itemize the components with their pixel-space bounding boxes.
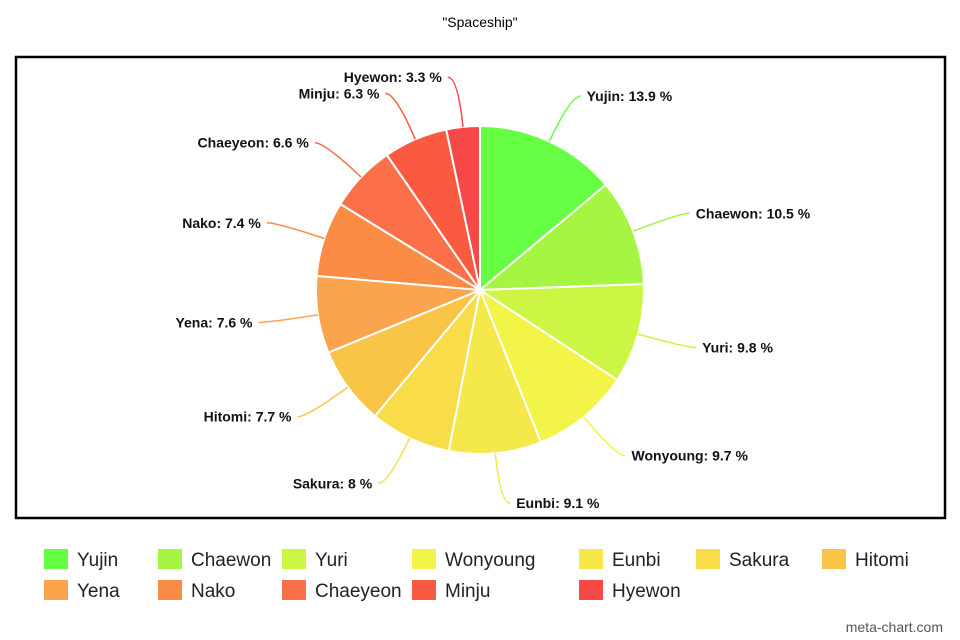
slice-chaewon [477, 183, 645, 292]
legend-item-yuri: Yuri [282, 549, 348, 571]
legend-item-eunbi: Eunbi [579, 549, 661, 571]
legend-label-wonyoung: Wonyoung [445, 550, 536, 571]
legend-swatch-hyewon [579, 580, 603, 600]
legend-label-eunbi: Eunbi [612, 550, 661, 571]
slice-label-hitomi: Hitomi: 7.7 % [204, 409, 292, 425]
legend-label-hitomi: Hitomi [855, 550, 909, 571]
slice-label-yujin: Yujin: 13.9 % [587, 88, 673, 104]
legend-item-chaeyeon: Chaeyeon [282, 580, 402, 602]
leader-line-chaewon [632, 212, 690, 232]
leader-line-wonyoung [583, 416, 626, 457]
legend-label-hyewon: Hyewon [612, 581, 681, 602]
leader-line-chaeyeon [314, 141, 362, 178]
slice-yujin [479, 124, 608, 293]
watermark: meta-chart.com [846, 619, 943, 635]
leader-line-nako [266, 222, 325, 240]
slice-labels: Yujin: 13.9 % Chaewon: 10.5 % Yuri: 9.8 % W… [175, 69, 810, 511]
legend-label-yena: Yena [77, 581, 120, 602]
legend-item-hyewon: Hyewon [579, 580, 681, 602]
slice-yuri [476, 283, 645, 382]
slice-label-sakura: Sakura: 8 % [293, 475, 373, 491]
legend-swatch-yena [44, 580, 68, 600]
slice-label-chaewon: Chaewon: 10.5 % [696, 205, 811, 221]
legend-swatch-yujin [44, 549, 68, 569]
legend-label-chaewon: Chaewon [191, 550, 271, 571]
legend-item-nako: Nako [158, 580, 235, 602]
legend-label-nako: Nako [191, 581, 235, 602]
legend-item-minju: Minju [412, 580, 490, 602]
slice-eunbi [447, 286, 543, 455]
leader-line-minju [385, 92, 416, 140]
legend-swatch-chaeyeon [282, 580, 306, 600]
legend-label-yuri: Yuri [315, 550, 348, 571]
legend-swatch-hitomi [822, 549, 846, 569]
leader-line-hitomi [297, 386, 349, 418]
slice-label-hyewon: Hyewon: 3.3 % [344, 69, 443, 85]
legend-item-wonyoung: Wonyoung [412, 549, 536, 571]
pie-slices [315, 124, 645, 455]
slice-label-nako: Nako: 7.4 % [182, 215, 261, 231]
slice-label-yuri: Yuri: 9.8 % [702, 340, 773, 356]
leader-line-hyewon [447, 76, 464, 127]
legend-label-yujin: Yujin [77, 550, 118, 571]
legend-item-sakura: Sakura [696, 549, 790, 571]
leader-line-yena [258, 314, 319, 324]
slice-label-eunbi: Eunbi: 9.1 % [516, 495, 600, 511]
legend-item-yujin: Yujin [44, 549, 118, 571]
legend-swatch-eunbi [579, 549, 603, 569]
legend-swatch-yuri [282, 549, 306, 569]
legend-item-hitomi: Hitomi [822, 549, 909, 571]
leader-line-yuri [637, 333, 697, 349]
legend-label-minju: Minju [445, 581, 490, 602]
leader-line-eunbi [494, 453, 511, 504]
legend-label-sakura: Sakura [729, 550, 790, 571]
slice-label-minju: Minju: 6.3 % [299, 85, 380, 101]
legend-swatch-nako [158, 580, 182, 600]
legend-swatch-chaewon [158, 549, 182, 569]
slice-label-yena: Yena: 7.6 % [175, 315, 253, 331]
legend-label-chaeyeon: Chaeyeon [315, 581, 402, 602]
legend: Yujin Chaewon Yuri Wonyoung Eunbi Sakura Hitom… [44, 549, 909, 602]
legend-swatch-minju [412, 580, 436, 600]
chart-title: "Spaceship" [442, 14, 517, 30]
legend-swatch-wonyoung [412, 549, 436, 569]
legend-item-chaewon: Chaewon [158, 549, 271, 571]
leader-line-sakura [378, 437, 411, 485]
legend-swatch-sakura [696, 549, 720, 569]
leader-line-yujin [548, 95, 581, 142]
legend-item-yena: Yena [44, 580, 120, 602]
slice-label-wonyoung: Wonyoung: 9.7 % [632, 448, 749, 464]
slice-label-chaeyeon: Chaeyeon: 6.6 % [198, 135, 310, 151]
